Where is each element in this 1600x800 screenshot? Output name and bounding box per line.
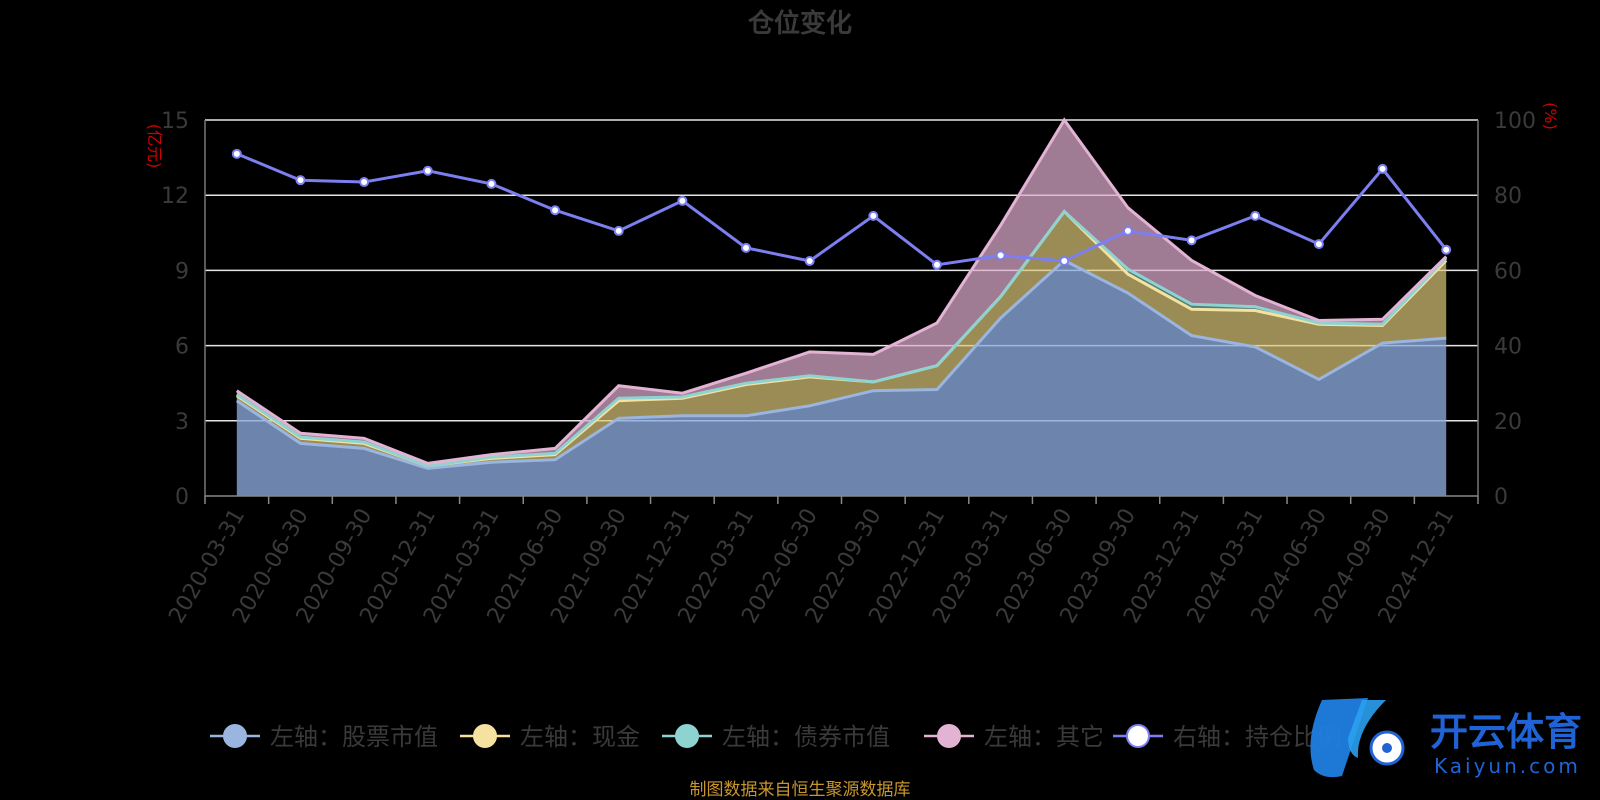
- legend-marker: [1126, 724, 1150, 748]
- legend-label: 左轴：现金: [520, 723, 640, 751]
- series-line-4: [235, 117, 1448, 465]
- right-tick-label: 0: [1494, 485, 1508, 510]
- series-line-1: [235, 258, 1447, 470]
- left-tick-label: 3: [175, 410, 189, 435]
- left-tick-label: 15: [161, 109, 189, 134]
- watermark-domain: Kaiyun.com: [1434, 754, 1581, 778]
- legend-label: 左轴：其它: [984, 723, 1104, 751]
- right-tick-label: 100: [1494, 109, 1536, 134]
- area-1: [236, 260, 1447, 496]
- holding-ratio-point: [741, 242, 752, 253]
- legend-marker: [937, 724, 961, 748]
- holding-ratio-point: [359, 177, 370, 188]
- holding-ratio-point: [868, 210, 879, 221]
- holding-ratio-point: [1059, 256, 1070, 266]
- holding-ratio-point: [231, 148, 242, 159]
- source-note: 制图数据来自恒生聚源数据库: [690, 780, 911, 800]
- legend-label: 左轴：股票市值: [270, 723, 438, 751]
- area-4: [236, 120, 1447, 466]
- series-line-3: [235, 209, 1448, 468]
- legend-marker: [473, 724, 497, 748]
- stacked-areas: [236, 120, 1447, 496]
- holding-ratio-point: [486, 178, 497, 189]
- holding-ratio-point: [931, 259, 942, 270]
- right-axis-unit: (%): [1541, 102, 1560, 130]
- legend-marker: [223, 724, 247, 748]
- right-tick-label: 20: [1494, 410, 1522, 435]
- holding-ratio-point: [550, 205, 561, 216]
- holding-ratio-point: [1313, 239, 1324, 250]
- left-axis-ticks: 0 3 6 9 12 15: [161, 109, 189, 510]
- series-lines: [235, 117, 1448, 470]
- right-tick-label: 40: [1494, 335, 1522, 360]
- right-axis-ticks: 0 20 40 60 80 100: [1494, 109, 1536, 510]
- holding-ratio-point: [295, 175, 306, 186]
- holding-ratio-point: [677, 195, 688, 206]
- watermark-logo: 开云体育 Kaiyun.com: [1310, 698, 1582, 778]
- left-tick-label: 12: [161, 184, 189, 209]
- holding-ratio-point: [1122, 225, 1133, 236]
- holding-ratio-point: [804, 256, 815, 266]
- holding-ratio-line: [231, 148, 1452, 270]
- watermark-brand: 开云体育: [1430, 710, 1582, 754]
- left-tick-label: 9: [175, 259, 189, 284]
- left-tick-label: 0: [175, 485, 189, 510]
- holding-ratio-point: [1186, 235, 1197, 246]
- legend-label: 左轴：债券市值: [722, 723, 890, 751]
- right-tick-label: 60: [1494, 259, 1522, 284]
- chart-title: 仓位变化: [747, 8, 852, 39]
- holding-ratio-point: [1250, 210, 1261, 221]
- legend: 左轴：股票市值 左轴：现金 左轴：债券市值 左轴：其它 右轴：持仓比例: [210, 723, 1341, 751]
- holding-ratio-polyline: [236, 152, 1448, 267]
- holding-ratio-point: [1441, 244, 1452, 255]
- left-tick-label: 6: [175, 335, 189, 360]
- right-tick-label: 80: [1494, 184, 1522, 209]
- holding-ratio-point: [995, 250, 1006, 261]
- holding-ratio-point: [422, 165, 433, 176]
- legend-marker: [675, 724, 699, 748]
- holding-ratio-point: [1377, 163, 1388, 174]
- holding-ratio-point: [613, 225, 624, 236]
- left-axis-unit: (亿元): [145, 124, 164, 169]
- x-axis-ticks: 2020-03-312020-06-302020-09-302020-12-31…: [164, 496, 1479, 628]
